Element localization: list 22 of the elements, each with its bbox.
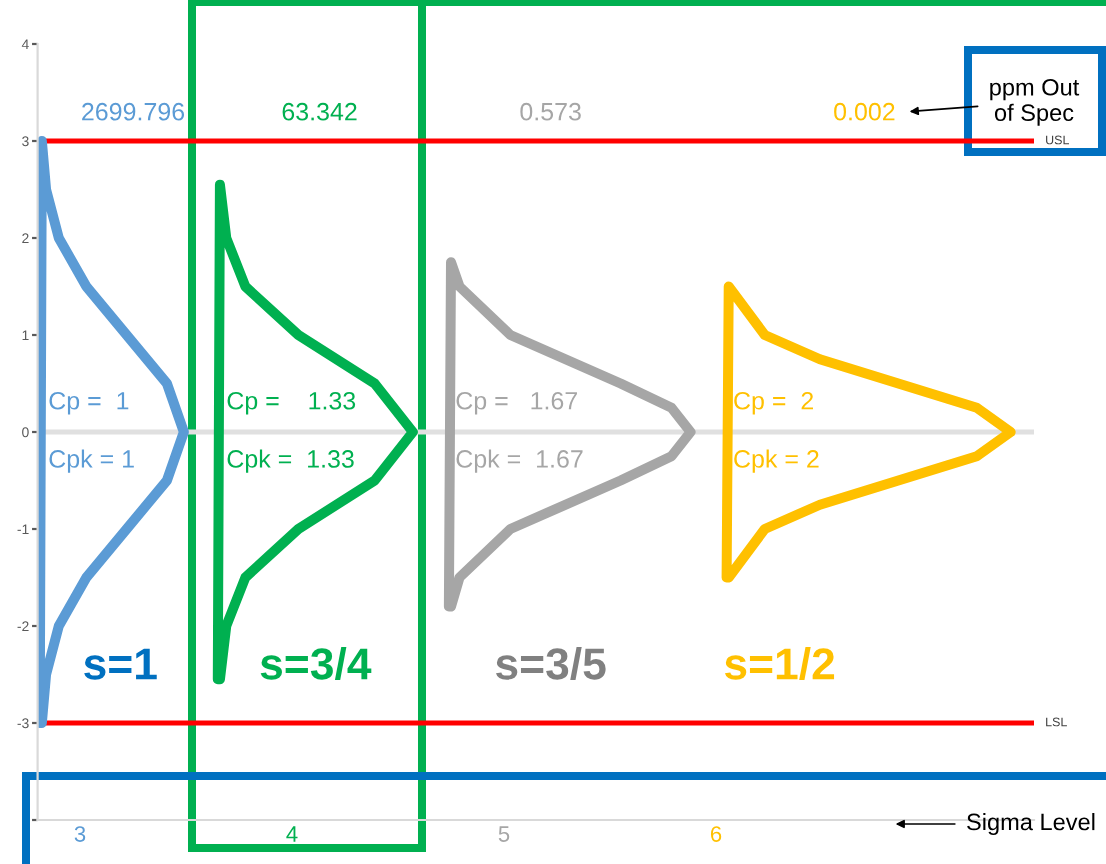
annotation: s=3/4	[260, 646, 372, 681]
x-tick-label: 4	[286, 826, 298, 842]
annotation: s=1	[84, 648, 157, 680]
annotation: 0.002	[834, 102, 895, 121]
annotation: Sigma Level	[967, 812, 1095, 836]
annotation: Cpk = 1.67	[456, 449, 583, 473]
annotation: 0.573	[520, 102, 581, 121]
x-tick-label: 6	[710, 826, 722, 842]
x-tick-label: 3	[74, 826, 86, 842]
annotation: Cp = 1.67	[456, 391, 577, 415]
annotation: Cp = 1.33	[227, 391, 356, 415]
annotation: Cpk = 1	[49, 449, 134, 473]
annotation: Cpk = 2	[734, 449, 819, 473]
x-tick-label: 5	[498, 826, 510, 842]
annotation: 2699.796	[82, 102, 185, 121]
annotation: ppm Out of Spec	[990, 78, 1080, 126]
annotation: 63.342	[282, 102, 357, 121]
annotation: Cp = 1	[49, 391, 129, 415]
annotation: Cpk = 1.33	[227, 449, 354, 473]
annotation: s=1/2	[724, 646, 835, 681]
annotation: s=3/5	[495, 646, 606, 681]
annotation: Cp = 2	[734, 391, 813, 415]
